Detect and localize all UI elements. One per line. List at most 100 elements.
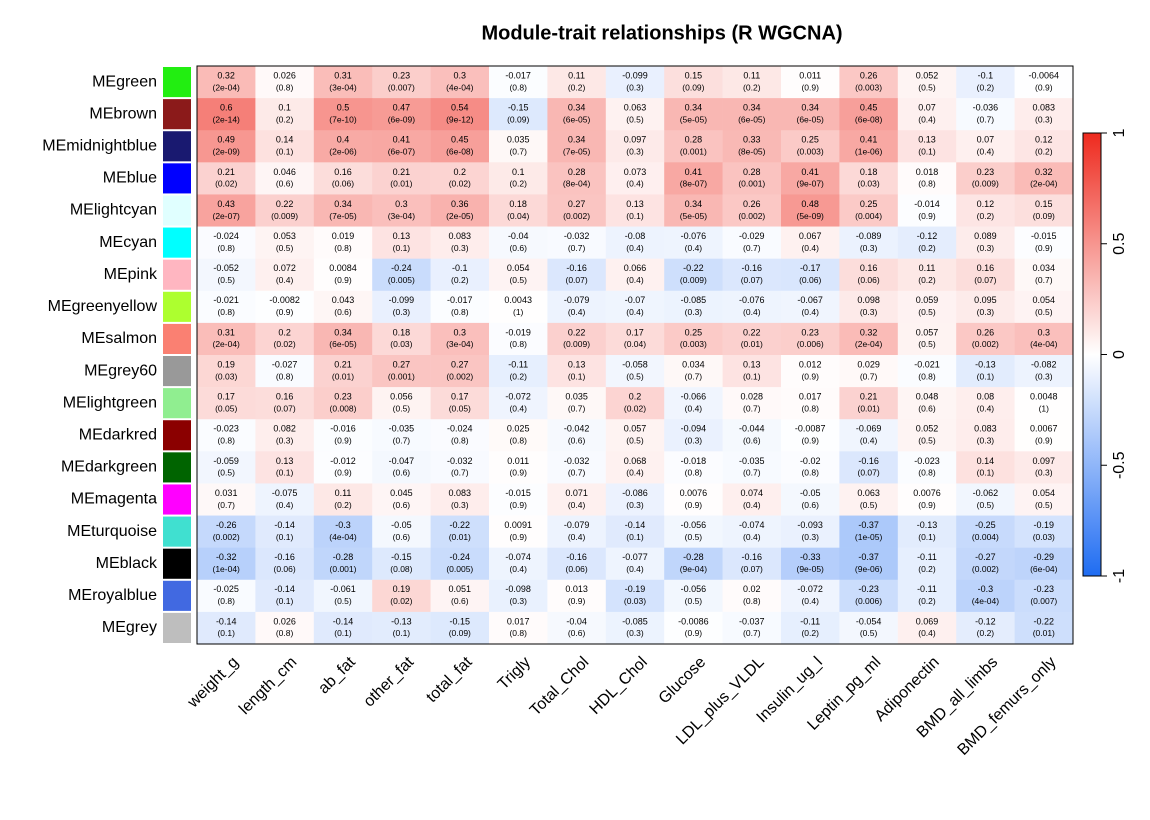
heat-cell bbox=[722, 579, 782, 613]
row-label: MEgrey bbox=[102, 619, 157, 636]
heat-cell bbox=[255, 547, 315, 581]
cell-pvalue: (0.8) bbox=[801, 468, 819, 478]
cell-value: 0.23 bbox=[801, 327, 819, 337]
heat-cell bbox=[664, 515, 723, 548]
cell-pvalue: (0.3) bbox=[451, 500, 469, 510]
heat-cell bbox=[664, 66, 723, 99]
cell-value: -0.052 bbox=[213, 263, 239, 273]
cell-value: -0.067 bbox=[797, 295, 823, 305]
cell-value: 0.0067 bbox=[1030, 424, 1058, 434]
heat-cell bbox=[1014, 162, 1074, 195]
cell-pvalue: (8e-05) bbox=[738, 147, 766, 157]
heat-cell bbox=[372, 194, 431, 227]
cell-pvalue: (0.5) bbox=[918, 436, 936, 446]
cell-pvalue: (0.01) bbox=[449, 532, 471, 542]
cell-pvalue: (0.1) bbox=[977, 468, 995, 478]
heat-cell bbox=[839, 194, 899, 227]
cell-pvalue: (0.06) bbox=[565, 564, 587, 574]
cell-pvalue: (0.09) bbox=[1033, 211, 1055, 221]
cell-pvalue: (0.6) bbox=[801, 500, 819, 510]
heat-cell bbox=[956, 66, 1015, 99]
heat-cell bbox=[897, 515, 957, 548]
cell-pvalue: (0.4) bbox=[743, 307, 761, 317]
cell-value: 0.1 bbox=[278, 103, 291, 113]
cell-value: 0.082 bbox=[273, 424, 296, 434]
heat-cell bbox=[781, 451, 840, 484]
heat-cell bbox=[197, 66, 256, 99]
heat-cell bbox=[255, 290, 315, 324]
cell-value: 0.02 bbox=[743, 584, 761, 594]
heat-cell bbox=[313, 290, 373, 324]
heat-cell bbox=[956, 130, 1015, 163]
cell-value: -0.37 bbox=[858, 520, 879, 530]
cell-pvalue: (0.9) bbox=[509, 468, 527, 478]
cell-pvalue: (0.2) bbox=[918, 596, 936, 606]
cell-value: -0.14 bbox=[333, 616, 354, 626]
cell-value: 0.31 bbox=[334, 70, 352, 80]
x-tick-label: length_cm bbox=[236, 654, 300, 718]
cell-pvalue: (0.8) bbox=[276, 371, 294, 381]
heat-cell bbox=[956, 419, 1015, 452]
heat-cell bbox=[722, 322, 782, 356]
heat-cell bbox=[781, 387, 840, 420]
row-label: MEmagenta bbox=[71, 491, 157, 508]
heat-cell bbox=[430, 322, 490, 356]
cell-value: -0.056 bbox=[681, 520, 707, 530]
cell-value: 0.34 bbox=[685, 199, 703, 209]
cell-value: -0.11 bbox=[800, 616, 820, 626]
heat-cell bbox=[489, 451, 548, 484]
heat-cell bbox=[897, 226, 957, 259]
heat-cell bbox=[956, 611, 1015, 645]
heat-cell bbox=[430, 387, 490, 420]
cell-pvalue: (0.8) bbox=[451, 307, 469, 317]
cell-pvalue: (6e-07) bbox=[388, 147, 416, 157]
heat-cell bbox=[1014, 98, 1074, 131]
cell-pvalue: (0.8) bbox=[217, 596, 235, 606]
row-label: MEturquoise bbox=[67, 523, 157, 540]
cell-value: 0.083 bbox=[449, 488, 472, 498]
row-label: MEblack bbox=[96, 555, 158, 572]
heat-cell bbox=[605, 66, 665, 99]
cell-pvalue: (0.03) bbox=[1033, 532, 1055, 542]
heat-cell bbox=[430, 451, 490, 484]
cell-value: 0.43 bbox=[217, 199, 235, 209]
cell-pvalue: (4e-04) bbox=[1030, 339, 1058, 349]
colorbar-tick-label: 0.5 bbox=[1111, 233, 1128, 255]
heat-cell bbox=[430, 130, 490, 163]
cell-pvalue: (0.6) bbox=[743, 436, 761, 446]
cell-pvalue: (0.3) bbox=[685, 436, 703, 446]
cell-value: -0.15 bbox=[391, 552, 412, 562]
heat-cell bbox=[197, 98, 256, 131]
cell-value: 0.071 bbox=[565, 488, 588, 498]
cell-value: -0.098 bbox=[505, 584, 531, 594]
cell-pvalue: (0.9) bbox=[918, 211, 936, 221]
cell-pvalue: (0.3) bbox=[626, 147, 644, 157]
cell-pvalue: (0.9) bbox=[334, 436, 352, 446]
heat-cell bbox=[197, 162, 256, 195]
cell-value: -0.085 bbox=[681, 295, 707, 305]
cell-pvalue: (0.009) bbox=[680, 275, 707, 285]
cell-pvalue: (0.2) bbox=[918, 275, 936, 285]
cell-pvalue: (0.9) bbox=[685, 628, 703, 638]
heat-cell bbox=[489, 162, 548, 195]
cell-value: 0.097 bbox=[1033, 456, 1056, 466]
heat-cell bbox=[722, 355, 782, 388]
cell-value: 0.22 bbox=[276, 199, 294, 209]
cell-pvalue: (0.05) bbox=[449, 403, 471, 413]
cell-pvalue: (0.4) bbox=[626, 179, 644, 189]
x-tick-label: other_fat bbox=[361, 653, 418, 710]
heat-cell bbox=[197, 451, 256, 484]
cell-value: -0.079 bbox=[564, 295, 590, 305]
cell-pvalue: (0.5) bbox=[626, 114, 644, 124]
cell-value: -0.28 bbox=[683, 552, 704, 562]
cell-value: 0.045 bbox=[390, 488, 413, 498]
cell-pvalue: (0.2) bbox=[276, 114, 294, 124]
heat-cell bbox=[839, 355, 899, 388]
cell-pvalue: (2e-07) bbox=[212, 211, 240, 221]
cell-value: 0.3 bbox=[1038, 327, 1051, 337]
module-swatch bbox=[163, 484, 191, 515]
cell-pvalue: (0.5) bbox=[918, 82, 936, 92]
cell-value: 0.26 bbox=[977, 327, 995, 337]
cell-pvalue: (0.03) bbox=[857, 179, 879, 189]
